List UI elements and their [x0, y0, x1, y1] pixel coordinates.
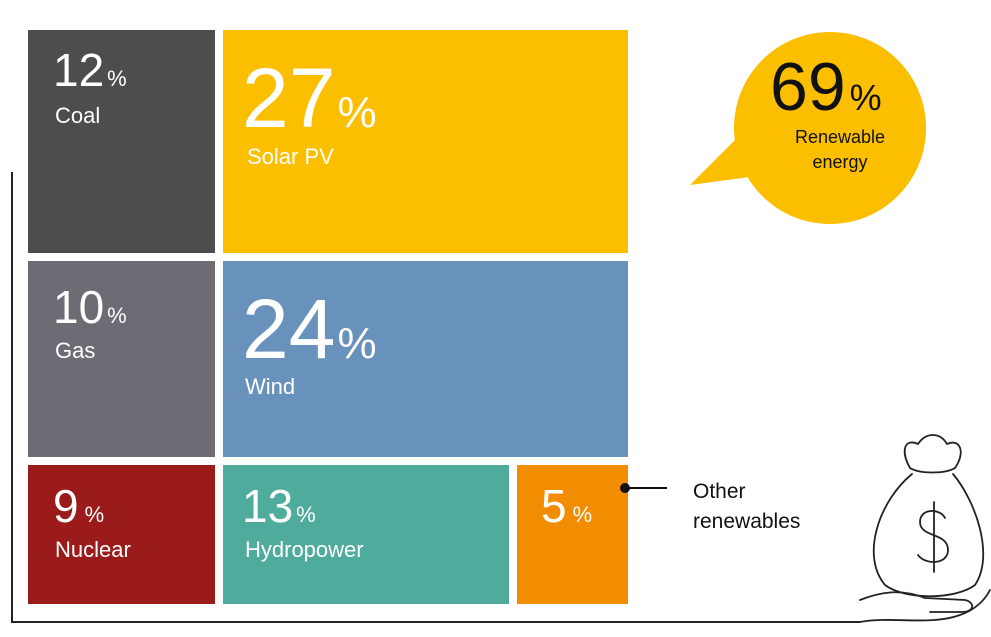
percent: 13 — [242, 480, 293, 532]
bubble — [734, 32, 926, 224]
annotation: Other — [693, 480, 746, 503]
tile-label: Hydropower — [245, 537, 364, 562]
tile-gas — [28, 261, 215, 457]
tile-label: Gas — [55, 338, 95, 363]
tile-percent: 5% — [541, 480, 592, 532]
percent: 24 — [242, 282, 335, 376]
annotation: renewables — [693, 510, 800, 533]
percent: 12 — [53, 44, 104, 96]
tile-percent: 9% — [53, 480, 104, 532]
unit: % — [85, 502, 105, 527]
callout-label: energy — [812, 152, 867, 172]
tile-label: Coal — [55, 103, 100, 128]
percent: 9 — [53, 480, 79, 532]
tile-percent: 27% — [242, 51, 377, 145]
unit: % — [296, 502, 316, 527]
money-bag-icon — [859, 434, 991, 623]
tile-label: Wind — [245, 374, 295, 399]
unit: % — [337, 88, 376, 137]
percent: 10 — [53, 281, 104, 333]
callout-percent: 69% — [770, 49, 882, 125]
tile-nuclear — [28, 465, 215, 604]
tile-percent: 13% — [242, 480, 316, 532]
tile-solar — [223, 30, 628, 253]
percent: 69 — [770, 49, 846, 125]
unit: % — [107, 66, 127, 91]
unit: % — [107, 303, 127, 328]
frame-line — [11, 172, 860, 623]
unit: % — [573, 502, 593, 527]
unit: % — [850, 77, 882, 118]
unit: % — [337, 319, 376, 368]
tile-wind — [223, 261, 628, 457]
tile-percent: 12% — [53, 44, 127, 96]
tile-hydro — [223, 465, 509, 604]
percent: 27 — [242, 51, 335, 145]
tile-percent: 24% — [242, 282, 377, 376]
tile-other — [517, 465, 628, 604]
tile-percent: 10% — [53, 281, 127, 333]
tile-label: Nuclear — [55, 537, 131, 562]
tile-label: Solar PV — [247, 144, 334, 169]
callout-label: Renewable — [795, 127, 885, 147]
percent: 5 — [541, 480, 567, 532]
tile-coal — [28, 30, 215, 253]
